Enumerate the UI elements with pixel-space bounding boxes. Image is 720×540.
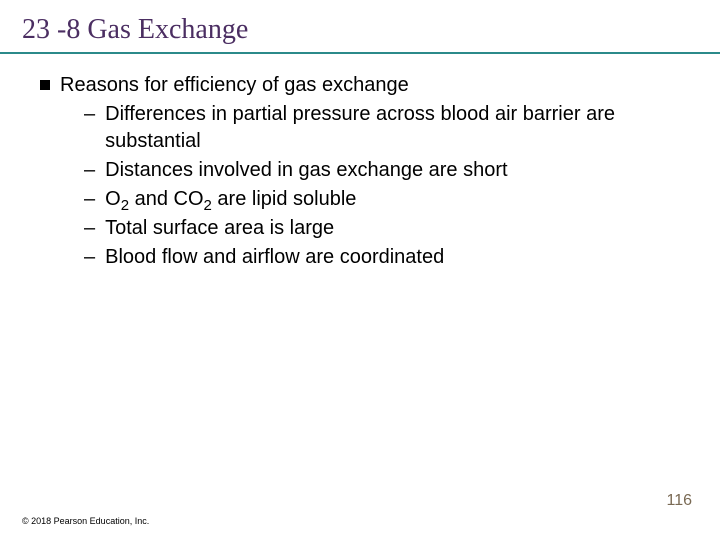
- slide-title: 23 -8 Gas Exchange: [0, 0, 720, 52]
- top-bullet-text: Reasons for efficiency of gas exchange: [60, 72, 409, 99]
- dash-icon: –: [84, 186, 95, 213]
- page-number: 116: [666, 492, 692, 510]
- title-underline: [0, 52, 720, 54]
- dash-icon: –: [84, 215, 95, 242]
- list-item: – O2 and CO2 are lipid soluble: [84, 186, 680, 213]
- sub-bullet-list: – Differences in partial pressure across…: [84, 101, 680, 271]
- list-item: – Blood flow and airflow are coordinated: [84, 244, 680, 271]
- sub-bullet-text: Blood flow and airflow are coordinated: [105, 244, 444, 271]
- sub-bullet-text: Differences in partial pressure across b…: [105, 101, 680, 155]
- sub-bullet-text: O2 and CO2 are lipid soluble: [105, 186, 356, 213]
- square-bullet-icon: [40, 80, 50, 90]
- content-area: Reasons for efficiency of gas exchange –…: [0, 72, 720, 271]
- dash-icon: –: [84, 244, 95, 271]
- dash-icon: –: [84, 101, 95, 128]
- list-item: – Distances involved in gas exchange are…: [84, 157, 680, 184]
- list-item: – Differences in partial pressure across…: [84, 101, 680, 155]
- sub-bullet-text: Total surface area is large: [105, 215, 334, 242]
- sub-bullet-text: Distances involved in gas exchange are s…: [105, 157, 507, 184]
- copyright-text: © 2018 Pearson Education, Inc.: [22, 516, 149, 526]
- top-bullet-item: Reasons for efficiency of gas exchange: [40, 72, 680, 99]
- list-item: – Total surface area is large: [84, 215, 680, 242]
- dash-icon: –: [84, 157, 95, 184]
